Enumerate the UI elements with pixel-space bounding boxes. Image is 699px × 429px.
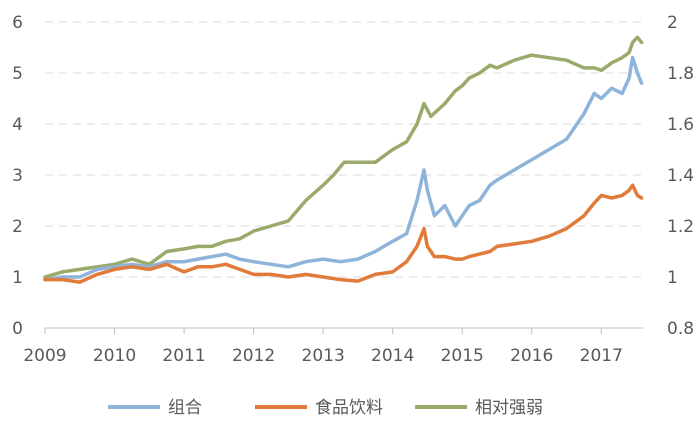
y-left-tick-label: 1 bbox=[12, 268, 23, 288]
y-right-tick-label: 1.8 bbox=[667, 64, 694, 84]
y-left-tick-label: 5 bbox=[12, 64, 23, 84]
legend-label: 组合 bbox=[168, 398, 202, 418]
y-right-tick-label: 2 bbox=[667, 13, 678, 33]
x-tick-label: 2016 bbox=[510, 346, 553, 366]
x-tick-label: 2015 bbox=[441, 346, 484, 366]
series-lines bbox=[43, 35, 644, 284]
series-line-1 bbox=[43, 183, 644, 284]
y-right-tick-label: 0.8 bbox=[667, 319, 694, 339]
y-left-tick-label: 4 bbox=[12, 115, 23, 135]
y-right-tick-label: 1.6 bbox=[667, 115, 694, 135]
legend-label: 相对强弱 bbox=[475, 398, 543, 418]
y-left-tick-label: 0 bbox=[12, 319, 23, 339]
legend: 组合 食品饮料 相对强弱 bbox=[108, 398, 543, 418]
y-left-tick-label: 6 bbox=[12, 13, 23, 33]
gridlines bbox=[45, 21, 643, 278]
y-right-tick-label: 1 bbox=[667, 268, 678, 288]
y-right-tick-label: 1.2 bbox=[667, 217, 694, 237]
x-tick-label: 2011 bbox=[162, 346, 205, 366]
x-tick-label: 2014 bbox=[371, 346, 414, 366]
y-right-tick-label: 1.4 bbox=[667, 166, 694, 186]
y-left-tick-label: 2 bbox=[12, 217, 23, 237]
y-left-tick-label: 3 bbox=[12, 166, 23, 186]
x-tick-label: 2017 bbox=[580, 346, 623, 366]
series-line-0 bbox=[43, 55, 644, 282]
x-tick-label: 2010 bbox=[93, 346, 136, 366]
x-tick-label: 2009 bbox=[23, 346, 66, 366]
x-tick-label: 2013 bbox=[302, 346, 345, 366]
series-line-2 bbox=[43, 35, 644, 279]
legend-label: 食品饮料 bbox=[315, 398, 383, 418]
x-tick-label: 2012 bbox=[232, 346, 275, 366]
axes: 0 1 2 3 4 5 6 0.8 1 1.2 1.4 1.6 1.8 2 2009 2010 2011 2012… bbox=[12, 13, 694, 366]
